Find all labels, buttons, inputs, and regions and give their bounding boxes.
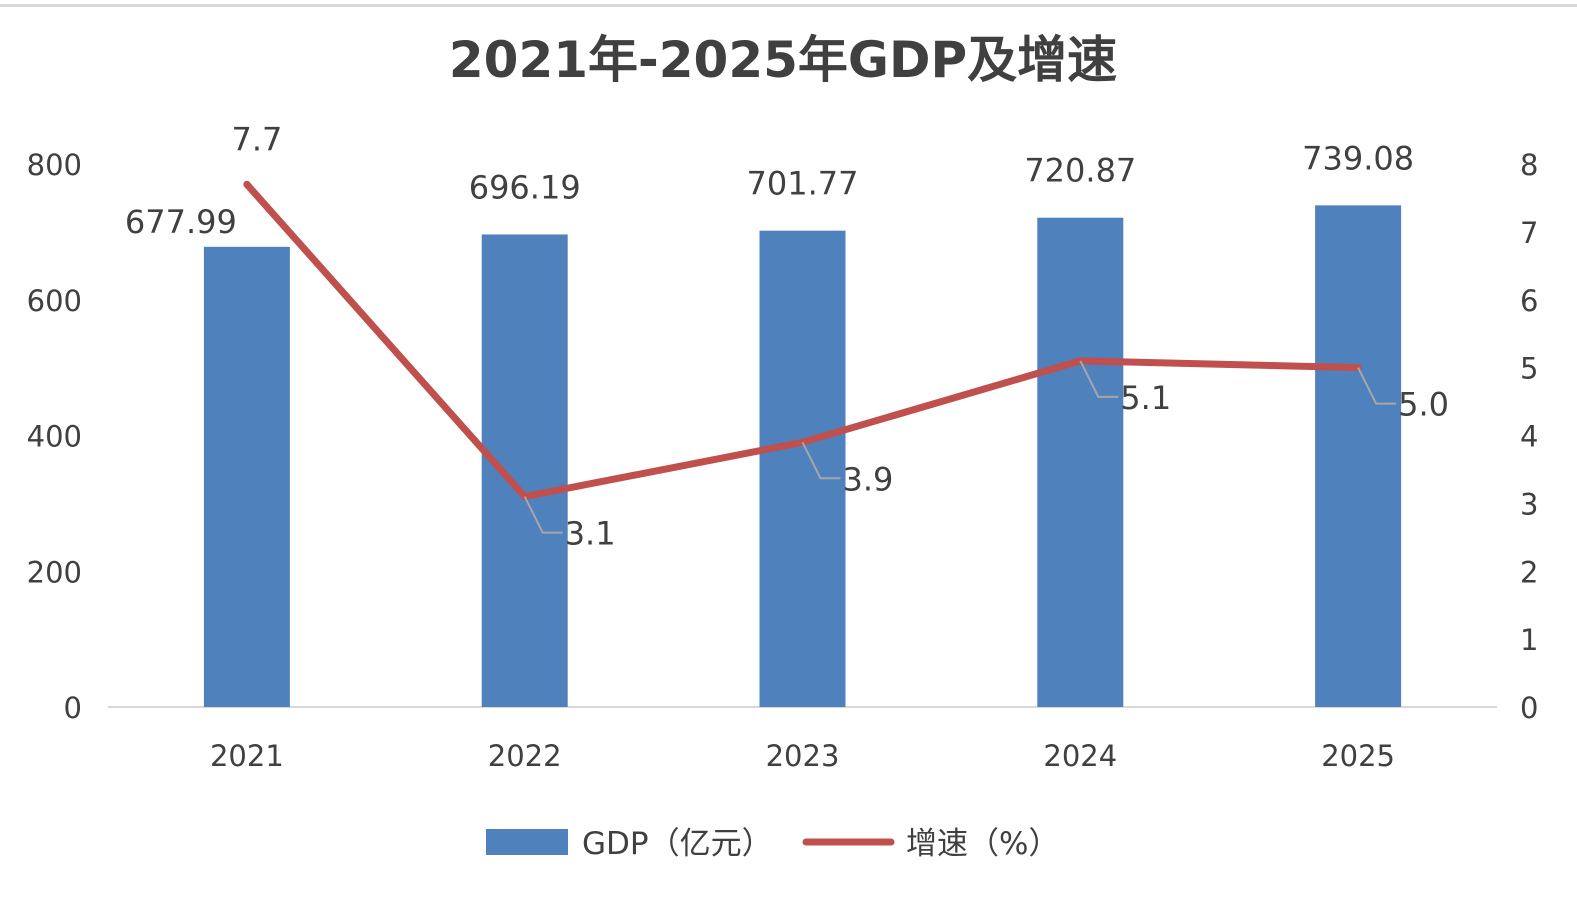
right-y-tick-label: 1 xyxy=(1520,623,1538,657)
left-y-tick-label: 0 xyxy=(64,691,82,725)
legend-gdp-swatch xyxy=(486,829,568,855)
leader-line xyxy=(801,441,841,480)
left-y-tick-label: 400 xyxy=(27,420,82,454)
gdp-data-label: 677.99 xyxy=(125,203,237,241)
chart-title: 2021年-2025年GDP及增速 xyxy=(449,31,1117,89)
growth-data-label: 3.1 xyxy=(565,515,616,553)
legend: GDP（亿元） 增速（%） xyxy=(486,826,1059,862)
right-y-tick-label: 3 xyxy=(1520,487,1538,521)
leader-line xyxy=(1079,360,1119,398)
x-tick-label: 2025 xyxy=(1321,739,1395,773)
gdp-bar xyxy=(203,246,290,708)
left-y-tick-label: 200 xyxy=(27,555,82,589)
gdp-bars xyxy=(203,205,1402,708)
gdp-bar xyxy=(481,234,568,707)
legend-growth-label: 增速（%） xyxy=(906,826,1059,862)
leader-line xyxy=(1357,367,1397,405)
gdp-bar xyxy=(759,230,846,707)
x-tick-label: 2022 xyxy=(488,739,562,773)
right-y-tick-label: 8 xyxy=(1520,148,1538,182)
right-y-tick-label: 0 xyxy=(1520,691,1538,725)
gdp-data-label: 720.87 xyxy=(1024,152,1136,190)
x-tick-label: 2024 xyxy=(1043,739,1117,773)
growth-data-label: 3.9 xyxy=(843,460,894,498)
growth-data-label: 5.1 xyxy=(1120,379,1171,417)
left-y-tick-label: 600 xyxy=(27,284,82,318)
x-axis: 2021 2022 2023 2024 2025 xyxy=(210,739,1395,773)
left-y-tick-label: 800 xyxy=(27,148,82,182)
right-y-tick-label: 2 xyxy=(1520,555,1538,589)
gdp-data-labels: 677.99 696.19 701.77 720.87 739.08 xyxy=(125,139,1414,240)
growth-point xyxy=(243,180,251,188)
right-y-tick-label: 5 xyxy=(1520,352,1538,386)
top-border xyxy=(0,4,1577,7)
right-y-tick-label: 4 xyxy=(1520,420,1538,454)
leader-line xyxy=(523,496,563,534)
gdp-data-label: 739.08 xyxy=(1302,139,1414,177)
growth-data-labels: 7.7 3.1 3.9 5.1 5.0 xyxy=(231,120,1449,552)
growth-data-label: 5.0 xyxy=(1398,386,1449,424)
right-y-tick-label: 6 xyxy=(1520,284,1538,318)
gdp-bar xyxy=(1037,217,1124,708)
growth-data-label: 7.7 xyxy=(231,120,282,158)
x-tick-label: 2023 xyxy=(766,739,840,773)
legend-gdp-label: GDP（亿元） xyxy=(582,826,773,862)
left-y-axis: 0 200 400 600 800 xyxy=(27,148,82,725)
right-y-axis: 0 1 2 3 4 5 6 7 8 xyxy=(1520,148,1538,725)
right-y-tick-label: 7 xyxy=(1520,216,1538,250)
gdp-data-label: 696.19 xyxy=(469,168,581,206)
x-tick-label: 2021 xyxy=(210,739,284,773)
gdp-data-label: 701.77 xyxy=(747,165,859,203)
gdp-bar xyxy=(1315,205,1402,707)
